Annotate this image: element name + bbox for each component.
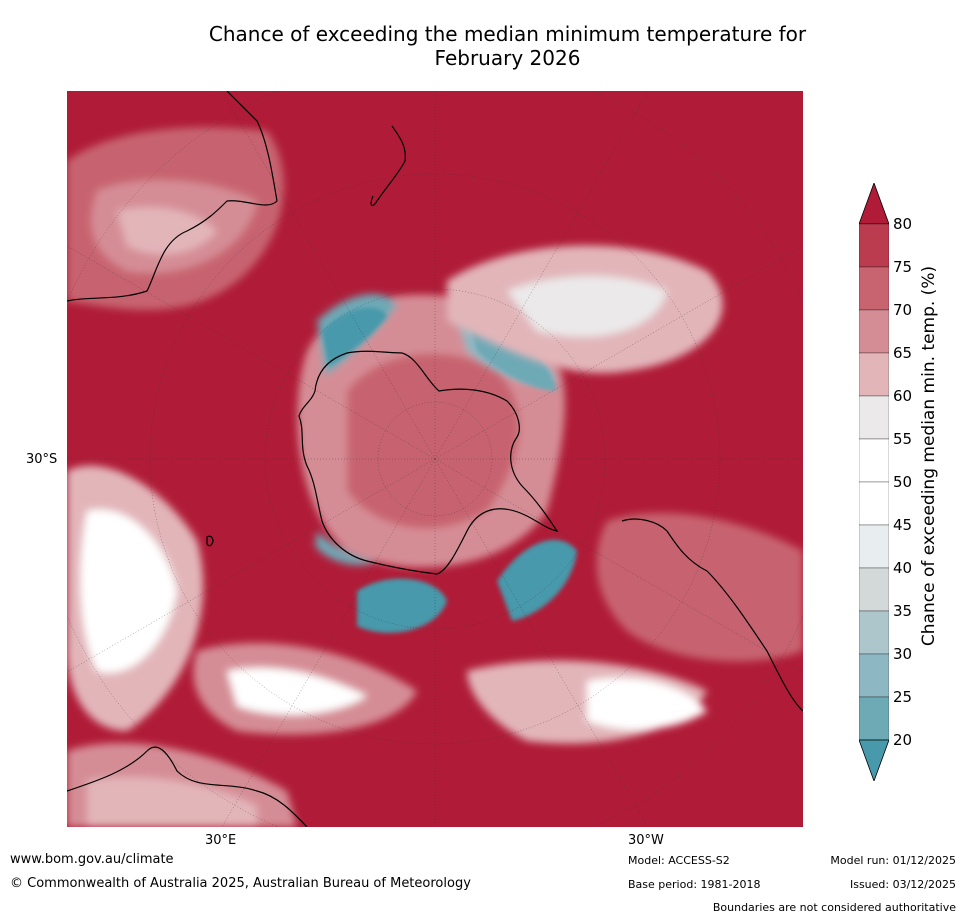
colorbar-bin-50-55 <box>859 438 889 483</box>
graticule <box>67 91 803 827</box>
colorbar-bin-20-25 <box>859 696 889 741</box>
coast-antarctica <box>298 350 559 575</box>
field-lower-left <box>67 743 297 827</box>
colorbar-tick-label: 20 <box>893 731 913 749</box>
colorbar-bin-60-65 <box>859 352 889 397</box>
colorbar-tick-label: 40 <box>893 559 913 577</box>
field-teal-blobs <box>322 307 577 633</box>
colorbar-tick-label: 70 <box>893 301 913 319</box>
model-run-text: Model run: 01/12/2025 <box>830 854 956 867</box>
colorbar-over-triangle <box>859 183 889 225</box>
website-link[interactable]: www.bom.gov.au/climate <box>10 852 174 867</box>
colorbar-tick-label: 35 <box>893 602 913 620</box>
polar-map[interactable] <box>67 91 803 827</box>
colorbar-bin-55-60 <box>859 395 889 440</box>
colorbar-tick-label: 65 <box>893 344 913 362</box>
colorbar-bin-70-75 <box>859 266 889 311</box>
colorbar-bin-40-45 <box>859 524 889 569</box>
title-line-1: Chance of exceeding the median minimum t… <box>208 22 807 46</box>
colorbar-under-triangle <box>859 739 889 781</box>
colorbar-bin-65-70 <box>859 309 889 354</box>
coast-africa <box>67 746 308 827</box>
colorbar-bin-75-80 <box>859 223 889 268</box>
title-line-2: February 2026 <box>434 46 581 70</box>
colorbar-tick-label: 75 <box>893 258 913 276</box>
coast-australia <box>67 91 278 302</box>
chart-title: Chance of exceeding the median minimum t… <box>60 22 955 70</box>
coast-south-america <box>621 518 803 712</box>
map-canvas <box>67 91 803 827</box>
coastlines <box>67 91 803 827</box>
coast-nz <box>370 125 406 207</box>
lon-label-30e: 30°E <box>205 833 237 848</box>
colorbar-bin-45-50 <box>859 481 889 526</box>
copyright-text: © Commonwealth of Australia 2025, Austra… <box>10 876 471 891</box>
base-period-text: Base period: 1981-2018 <box>628 878 761 891</box>
lat-label-30s: 30°S <box>26 452 58 467</box>
colorbar-bin-35-40 <box>859 567 889 612</box>
field-pale-patches <box>67 245 803 744</box>
colorbar-tick-label: 80 <box>893 215 913 233</box>
colorbar-bin-25-30 <box>859 653 889 698</box>
colorbar-tick-label: 55 <box>893 430 913 448</box>
colorbar <box>859 183 889 781</box>
issued-text: Issued: 03/12/2025 <box>849 878 956 891</box>
colorbar-tick-label: 50 <box>893 473 913 491</box>
field-australia <box>67 127 284 310</box>
colorbar-tick-label: 60 <box>893 387 913 405</box>
disclaimer-text: Boundaries are not considered authoritat… <box>712 901 956 914</box>
colorbar-tick-label: 25 <box>893 688 913 706</box>
coast-madagascar <box>206 535 214 547</box>
lon-label-30w: 30°W <box>628 833 664 848</box>
model-text: Model: ACCESS-S2 <box>628 854 730 867</box>
colorbar-tick-label: 45 <box>893 516 913 534</box>
colorbar-tick-label: 30 <box>893 645 913 663</box>
colorbar-bin-30-35 <box>859 610 889 655</box>
colorbar-label: Chance of exceeding median min. temp. (%… <box>919 265 939 647</box>
